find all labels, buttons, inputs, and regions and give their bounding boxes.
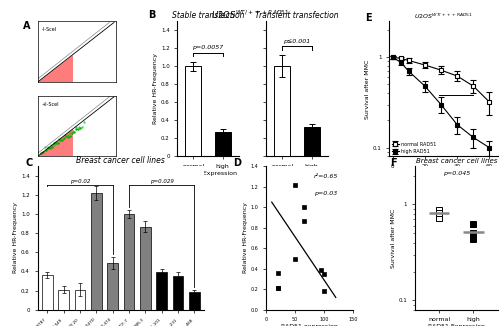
Bar bbox=[156, 273, 167, 310]
Point bbox=[42, 144, 50, 149]
Text: A: A bbox=[24, 21, 31, 31]
Point bbox=[75, 125, 83, 130]
X-axis label: MMC (nM): MMC (nM) bbox=[428, 170, 459, 175]
Point bbox=[76, 126, 84, 131]
Point bbox=[60, 136, 68, 141]
Point bbox=[42, 147, 50, 153]
Point bbox=[44, 145, 52, 150]
Text: p=0.02: p=0.02 bbox=[70, 179, 90, 185]
X-axis label: RAD51 Expression: RAD51 Expression bbox=[180, 170, 236, 175]
Point bbox=[44, 144, 52, 150]
Bar bbox=[91, 193, 102, 310]
Bar bbox=[108, 263, 118, 310]
Point bbox=[66, 130, 74, 135]
Text: p=0.045: p=0.045 bbox=[442, 171, 470, 176]
Bar bbox=[186, 66, 202, 156]
Bar bbox=[42, 275, 52, 310]
Point bbox=[47, 142, 55, 147]
Title: Transient transfection: Transient transfection bbox=[255, 11, 339, 21]
Point bbox=[72, 126, 80, 131]
Text: C: C bbox=[26, 158, 33, 168]
Title: $\mathit{U2OS}^{WT/+++RAD51}$: $\mathit{U2OS}^{WT/+++RAD51}$ bbox=[414, 11, 473, 21]
Point bbox=[54, 140, 62, 145]
X-axis label: RAD51 Expression: RAD51 Expression bbox=[428, 324, 484, 326]
Text: p=0.029: p=0.029 bbox=[150, 179, 174, 185]
Point bbox=[56, 137, 64, 142]
Point bbox=[72, 124, 80, 129]
Polygon shape bbox=[38, 55, 72, 82]
Point bbox=[40, 150, 48, 155]
Y-axis label: Survival after MMC: Survival after MMC bbox=[365, 59, 370, 119]
Point bbox=[66, 133, 74, 138]
Bar bbox=[58, 289, 69, 310]
Bar bbox=[274, 66, 290, 156]
Point bbox=[58, 137, 66, 142]
Point bbox=[69, 129, 77, 134]
Polygon shape bbox=[38, 129, 72, 156]
Point bbox=[50, 142, 58, 147]
Point bbox=[56, 138, 64, 143]
Point bbox=[50, 141, 58, 146]
Title: Breast cancer cell lines: Breast cancer cell lines bbox=[76, 156, 166, 166]
Point bbox=[64, 132, 72, 138]
Y-axis label: Relative HR-Frequency: Relative HR-Frequency bbox=[153, 53, 158, 124]
Point bbox=[61, 133, 69, 138]
Point bbox=[68, 130, 76, 135]
Bar bbox=[172, 276, 184, 310]
Bar bbox=[214, 132, 230, 156]
Text: p=0.03: p=0.03 bbox=[314, 191, 337, 196]
Bar bbox=[74, 289, 86, 310]
Point bbox=[38, 151, 46, 156]
Text: +I-SceI: +I-SceI bbox=[42, 102, 59, 107]
X-axis label: RAD51 expression: RAD51 expression bbox=[281, 324, 338, 326]
Point bbox=[46, 146, 54, 151]
X-axis label: RAD51 Expression: RAD51 Expression bbox=[268, 170, 326, 175]
Y-axis label: Relative HR-Frequency: Relative HR-Frequency bbox=[14, 202, 18, 274]
Point bbox=[74, 126, 82, 131]
Bar bbox=[124, 214, 134, 310]
Text: B: B bbox=[148, 10, 156, 20]
Bar bbox=[189, 292, 200, 310]
Point bbox=[58, 137, 66, 142]
Point bbox=[52, 140, 60, 145]
Text: F: F bbox=[390, 158, 397, 168]
Point bbox=[78, 124, 86, 129]
Point bbox=[62, 134, 70, 139]
Bar bbox=[304, 127, 320, 156]
Bar bbox=[140, 227, 150, 310]
Y-axis label: Relative HR-Frequency: Relative HR-Frequency bbox=[242, 202, 248, 274]
Text: E: E bbox=[366, 13, 372, 23]
Point bbox=[52, 139, 60, 144]
Text: r²=0.65: r²=0.65 bbox=[314, 174, 338, 179]
Point bbox=[80, 120, 88, 125]
Text: p=0.0057: p=0.0057 bbox=[192, 45, 224, 50]
Text: -I-SceI: -I-SceI bbox=[42, 27, 56, 32]
Y-axis label: Survival after MMC: Survival after MMC bbox=[391, 208, 396, 268]
Point bbox=[64, 135, 72, 140]
Text: p≤0.001: p≤0.001 bbox=[284, 39, 310, 44]
Title: Stable transfection: Stable transfection bbox=[172, 11, 244, 21]
Point bbox=[48, 144, 56, 149]
Title: Breast cancer cell lines: Breast cancer cell lines bbox=[416, 158, 497, 165]
Text: D: D bbox=[232, 158, 240, 168]
Text: $\mathit{U2OS}^{WT/+++RAD51}$: $\mathit{U2OS}^{WT/+++RAD51}$ bbox=[211, 8, 289, 21]
Point bbox=[70, 129, 78, 135]
Legend: normal RAD51, high RAD51: normal RAD51, high RAD51 bbox=[392, 141, 437, 154]
